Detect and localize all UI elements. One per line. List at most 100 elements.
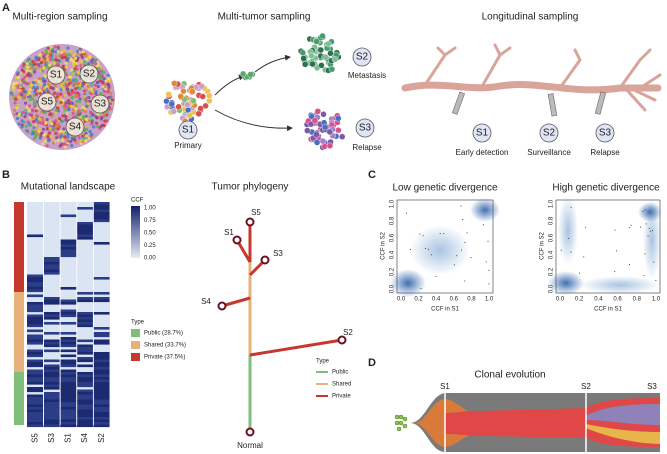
cell — [44, 48, 48, 53]
point — [420, 288, 422, 290]
heatmap-cell — [76, 384, 93, 388]
cell — [197, 105, 204, 112]
cell — [24, 111, 28, 116]
heatmap-cell — [43, 407, 60, 410]
heatmap-cell — [93, 392, 110, 395]
heatmap-cell — [93, 342, 110, 345]
type-bar — [14, 372, 24, 425]
heatmap-cell — [93, 277, 110, 280]
cell — [74, 56, 78, 60]
heatmap-cell — [27, 284, 44, 288]
heatmap-cell — [93, 214, 110, 218]
cell — [109, 102, 113, 106]
type-bar — [14, 292, 24, 372]
point — [647, 235, 649, 237]
heatmap-cell — [60, 394, 77, 398]
x-tick-label: 0.4 — [594, 297, 603, 303]
tumor-clusters — [163, 32, 346, 151]
point — [460, 205, 462, 207]
cell — [94, 62, 98, 66]
cell — [81, 50, 86, 54]
heatmap-cell — [93, 384, 110, 388]
timepoint-label: S1 — [440, 382, 450, 391]
heatmap-cell — [27, 374, 44, 378]
heatmap-cell — [76, 414, 93, 418]
cell — [195, 110, 202, 118]
heatmap-cell — [93, 424, 110, 428]
y-axis-label: CCF in S2 — [540, 232, 546, 260]
heatmap-cell — [60, 359, 77, 363]
cell — [170, 108, 177, 115]
legend-label: Private — [332, 394, 351, 400]
x-axis-label: CCF in S1 — [431, 307, 459, 313]
legend-tick: 0.75 — [144, 218, 156, 224]
cell — [23, 114, 27, 119]
cell — [74, 61, 79, 66]
cell — [53, 45, 57, 49]
cell — [97, 67, 101, 71]
cell — [43, 110, 47, 114]
heatmap-cell — [43, 349, 60, 353]
cell — [326, 142, 334, 149]
heatmap-cell — [27, 359, 44, 363]
point — [464, 241, 466, 243]
cell — [28, 87, 32, 92]
cell — [28, 112, 32, 117]
heatmap-cell — [93, 339, 110, 343]
heatmap-cell — [60, 337, 77, 340]
cell — [62, 49, 66, 53]
heatmap-cell — [43, 374, 60, 378]
point — [560, 249, 562, 251]
cell — [199, 93, 206, 100]
heatmap-cell — [60, 414, 77, 418]
legend-label: Public — [332, 370, 348, 376]
heatmap-cell — [60, 299, 77, 303]
sample-marker — [46, 65, 66, 85]
sample-label: S3 — [359, 123, 372, 134]
cell — [33, 104, 37, 108]
heatmap-cell — [76, 357, 93, 360]
cell — [206, 92, 213, 100]
column-label: S1 — [64, 433, 73, 443]
heatmap-cell — [27, 404, 44, 408]
cell — [70, 143, 74, 148]
heatmap-cell — [27, 407, 44, 410]
cell — [51, 49, 55, 53]
heatmap-cell — [60, 354, 77, 358]
cell — [52, 91, 57, 95]
density-high — [548, 195, 662, 295]
cell — [34, 117, 38, 122]
cell — [50, 122, 54, 126]
heatmap-cell — [27, 302, 44, 305]
heatmap-cell — [93, 312, 110, 315]
cell — [43, 86, 47, 90]
cell — [96, 84, 100, 89]
heatmap-cell — [27, 294, 44, 298]
panel-letter: B — [2, 169, 10, 181]
heatmap-cell — [27, 414, 44, 418]
heatmap-cell — [60, 364, 77, 368]
cell — [84, 139, 88, 143]
cell — [53, 61, 57, 65]
cell — [99, 117, 104, 121]
point — [422, 235, 424, 237]
heatmap-cell — [60, 422, 77, 425]
x-tick-label: 0.0 — [397, 297, 406, 303]
heatmap-cell — [76, 237, 93, 240]
heatmap-cell — [93, 417, 110, 420]
cell — [61, 87, 65, 91]
sample-label: S3 — [94, 99, 107, 110]
cell — [65, 53, 69, 58]
ccf-scale — [131, 206, 140, 258]
cell — [43, 139, 47, 143]
cell — [51, 57, 55, 62]
point — [614, 270, 616, 272]
cell — [75, 99, 79, 103]
heatmap-cell — [60, 302, 77, 305]
cell — [34, 62, 38, 66]
cell — [78, 84, 82, 88]
cell — [91, 90, 95, 94]
cell — [56, 45, 60, 49]
cell — [299, 49, 306, 56]
heatmap-cell — [43, 314, 60, 318]
